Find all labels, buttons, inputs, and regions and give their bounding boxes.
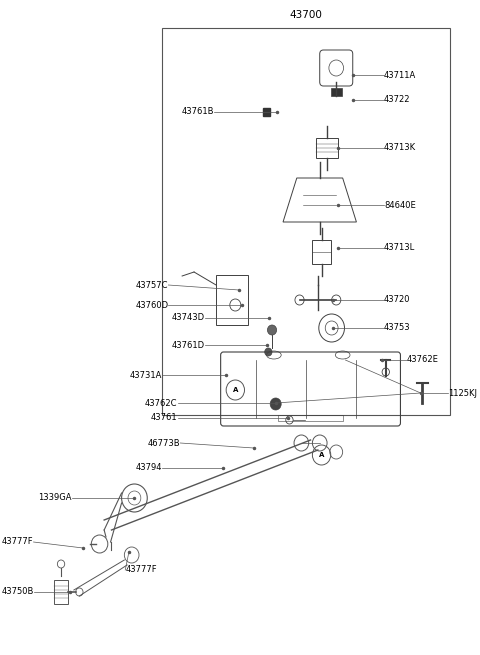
Text: 43753: 43753 — [384, 324, 410, 333]
Text: A: A — [319, 452, 324, 458]
Text: 46773B: 46773B — [148, 438, 180, 447]
Text: 43777F: 43777F — [2, 538, 34, 546]
Text: 84640E: 84640E — [384, 200, 416, 210]
Text: 1339GA: 1339GA — [38, 493, 72, 502]
Text: 43762C: 43762C — [145, 398, 178, 407]
Text: 43700: 43700 — [289, 10, 323, 20]
Text: 43711A: 43711A — [384, 71, 416, 79]
Bar — [312, 240, 331, 264]
Text: 43722: 43722 — [384, 96, 410, 105]
Circle shape — [267, 325, 276, 335]
Text: 43713K: 43713K — [384, 143, 416, 153]
Text: 43762E: 43762E — [407, 356, 439, 364]
Circle shape — [264, 348, 272, 356]
Text: 1125KJ: 1125KJ — [448, 388, 477, 398]
Text: A: A — [233, 387, 238, 393]
Bar — [162, 28, 450, 415]
Bar — [263, 108, 270, 116]
Text: 43760D: 43760D — [135, 301, 168, 310]
Text: 43794: 43794 — [135, 464, 162, 472]
Bar — [54, 580, 68, 604]
Circle shape — [270, 398, 281, 410]
Bar — [316, 138, 338, 158]
Text: 43731A: 43731A — [130, 371, 162, 379]
Bar — [216, 275, 248, 325]
Text: 43777F: 43777F — [125, 565, 157, 574]
Bar — [278, 415, 343, 421]
Text: 43743D: 43743D — [172, 314, 205, 322]
Text: 43720: 43720 — [384, 295, 410, 305]
Text: 43761: 43761 — [151, 413, 178, 422]
Text: 43750B: 43750B — [1, 588, 34, 597]
Text: 43761D: 43761D — [172, 341, 205, 350]
Bar — [331, 88, 342, 96]
Text: 43757C: 43757C — [136, 280, 168, 290]
Text: 43713L: 43713L — [384, 244, 415, 252]
Text: 43761B: 43761B — [182, 107, 214, 117]
